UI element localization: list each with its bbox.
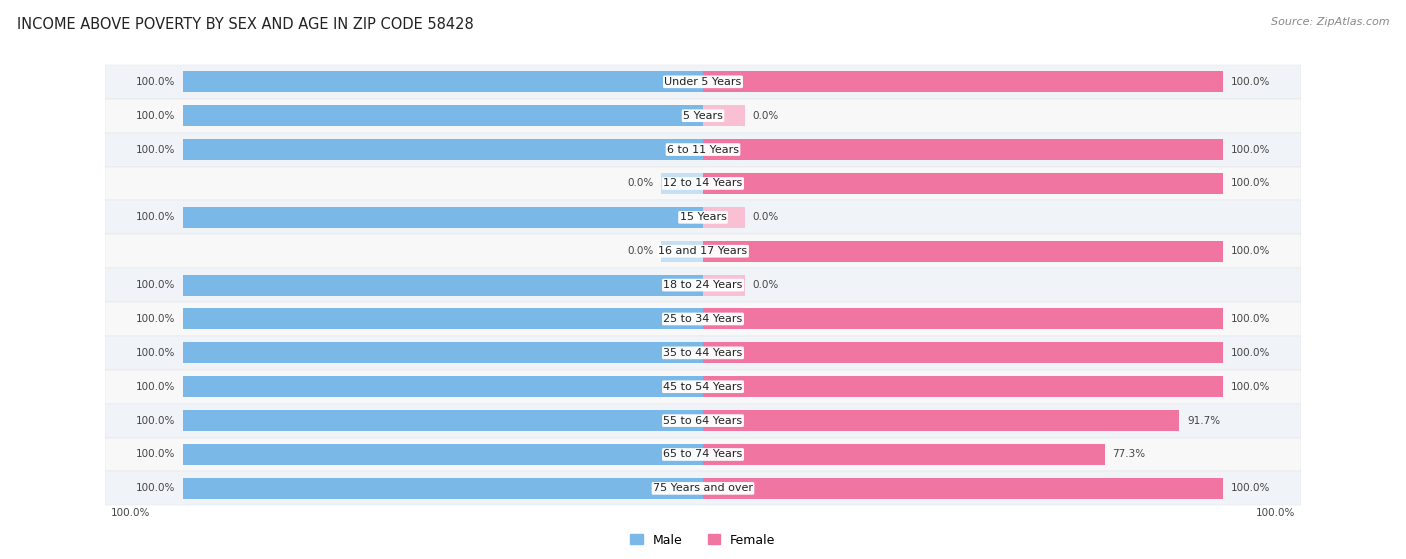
Bar <box>703 72 1223 92</box>
Bar <box>183 207 703 228</box>
Bar <box>703 274 745 296</box>
Text: 100.0%: 100.0% <box>136 484 176 494</box>
Bar <box>661 173 703 194</box>
Bar <box>105 370 1301 404</box>
Bar <box>105 404 1301 438</box>
Text: Under 5 Years: Under 5 Years <box>665 77 741 87</box>
Bar <box>703 241 1223 262</box>
Bar <box>183 309 703 329</box>
Legend: Male, Female: Male, Female <box>626 529 780 552</box>
Bar <box>703 478 1223 499</box>
Bar <box>703 105 745 126</box>
Text: 100.0%: 100.0% <box>1230 314 1270 324</box>
Bar <box>183 376 703 397</box>
Bar <box>105 99 1301 132</box>
Text: 100.0%: 100.0% <box>1230 382 1270 392</box>
Text: 15 Years: 15 Years <box>679 212 727 222</box>
Bar <box>105 302 1301 336</box>
Text: 100.0%: 100.0% <box>136 314 176 324</box>
Text: 0.0%: 0.0% <box>627 246 654 256</box>
Bar <box>703 342 1223 363</box>
Text: 25 to 34 Years: 25 to 34 Years <box>664 314 742 324</box>
Text: 100.0%: 100.0% <box>1230 348 1270 358</box>
Text: 100.0%: 100.0% <box>1256 508 1295 518</box>
Text: 0.0%: 0.0% <box>752 212 779 222</box>
Bar <box>661 241 703 262</box>
Text: 100.0%: 100.0% <box>1230 178 1270 188</box>
Text: 6 to 11 Years: 6 to 11 Years <box>666 145 740 155</box>
Text: 100.0%: 100.0% <box>136 280 176 290</box>
Text: 77.3%: 77.3% <box>1112 449 1146 459</box>
Text: 100.0%: 100.0% <box>1230 145 1270 155</box>
Text: 16 and 17 Years: 16 and 17 Years <box>658 246 748 256</box>
Bar <box>703 207 745 228</box>
Bar <box>183 444 703 465</box>
Text: 100.0%: 100.0% <box>136 449 176 459</box>
Bar <box>703 309 1223 329</box>
Bar <box>703 410 1180 431</box>
Bar <box>105 200 1301 234</box>
Bar <box>183 139 703 160</box>
Text: 35 to 44 Years: 35 to 44 Years <box>664 348 742 358</box>
Text: 0.0%: 0.0% <box>752 111 779 121</box>
Text: 75 Years and over: 75 Years and over <box>652 484 754 494</box>
Text: 100.0%: 100.0% <box>111 508 150 518</box>
Text: 100.0%: 100.0% <box>1230 77 1270 87</box>
Text: 100.0%: 100.0% <box>136 77 176 87</box>
Bar <box>105 65 1301 99</box>
Text: 100.0%: 100.0% <box>136 212 176 222</box>
Bar <box>183 72 703 92</box>
Bar <box>703 444 1105 465</box>
Bar <box>105 234 1301 268</box>
Text: 100.0%: 100.0% <box>136 145 176 155</box>
Text: 65 to 74 Years: 65 to 74 Years <box>664 449 742 459</box>
Bar <box>703 139 1223 160</box>
Text: 55 to 64 Years: 55 to 64 Years <box>664 415 742 425</box>
Bar <box>703 376 1223 397</box>
Bar <box>183 478 703 499</box>
Bar <box>105 336 1301 370</box>
Text: 91.7%: 91.7% <box>1187 415 1220 425</box>
Bar <box>703 173 1223 194</box>
Bar <box>105 471 1301 505</box>
Bar <box>183 274 703 296</box>
Text: 100.0%: 100.0% <box>136 348 176 358</box>
Bar <box>105 132 1301 167</box>
Text: 18 to 24 Years: 18 to 24 Years <box>664 280 742 290</box>
Text: 100.0%: 100.0% <box>136 415 176 425</box>
Text: INCOME ABOVE POVERTY BY SEX AND AGE IN ZIP CODE 58428: INCOME ABOVE POVERTY BY SEX AND AGE IN Z… <box>17 17 474 32</box>
Text: 45 to 54 Years: 45 to 54 Years <box>664 382 742 392</box>
Bar <box>105 268 1301 302</box>
Text: 12 to 14 Years: 12 to 14 Years <box>664 178 742 188</box>
Text: 100.0%: 100.0% <box>136 382 176 392</box>
Text: 0.0%: 0.0% <box>627 178 654 188</box>
Text: 5 Years: 5 Years <box>683 111 723 121</box>
Bar <box>105 167 1301 200</box>
Text: 0.0%: 0.0% <box>752 280 779 290</box>
Bar <box>183 105 703 126</box>
Text: 100.0%: 100.0% <box>136 111 176 121</box>
Bar <box>105 438 1301 471</box>
Text: Source: ZipAtlas.com: Source: ZipAtlas.com <box>1271 17 1389 27</box>
Text: 100.0%: 100.0% <box>1230 484 1270 494</box>
Text: 100.0%: 100.0% <box>1230 246 1270 256</box>
Bar <box>183 410 703 431</box>
Bar <box>183 342 703 363</box>
